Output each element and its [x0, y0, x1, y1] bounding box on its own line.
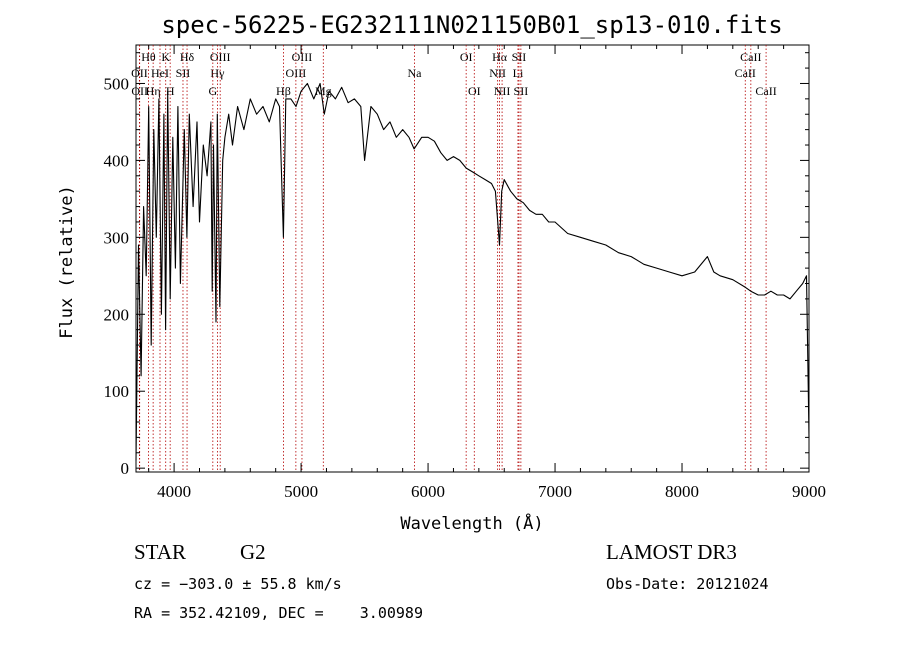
spectral-line-label: H	[166, 84, 175, 98]
spectral-line-label: Hα	[492, 50, 508, 64]
spectral-line-label: CaII	[755, 84, 776, 98]
spectral-line-label: OIII	[292, 50, 313, 64]
spectral-line-label: SII	[512, 50, 527, 64]
spectral-line-label: Hγ	[210, 66, 225, 80]
spectral-line-label: G	[208, 84, 217, 98]
observation-date: Obs-Date: 20121024	[606, 575, 769, 593]
spectrum-series	[135, 82, 810, 461]
redshift-value: cz = −303.0 ± 55.8 km/s	[134, 575, 342, 593]
spectral-line-label: OIII	[210, 50, 231, 64]
plot-border	[135, 44, 810, 473]
spectral-line-label: NII	[489, 66, 506, 80]
spectral-line-label: Hδ	[180, 50, 195, 64]
y-axis-ticks: 0 100 200 300 400 500	[104, 52, 809, 478]
x-tick-label: 9000	[792, 482, 826, 501]
spectral-line-label: Hη	[146, 84, 161, 98]
y-tick-label: 200	[104, 305, 130, 324]
spectral-line-label: OII	[131, 84, 148, 98]
spectral-line-label: Hθ	[141, 50, 156, 64]
spectral-line-label: Li	[513, 66, 524, 80]
spectral-line-label: OIII	[286, 66, 307, 80]
spectral-line-label: K	[161, 50, 170, 64]
survey-name: LAMOST DR3	[606, 540, 737, 564]
spectral-line-label: SII	[176, 66, 191, 80]
spectral-line-label: Mg	[315, 84, 332, 98]
plot-frame	[135, 44, 810, 473]
coordinates: RA = 352.42109, DEC = 3.00989	[134, 604, 423, 622]
spectral-line-label: CaII	[740, 50, 761, 64]
y-tick-label: 500	[104, 74, 130, 93]
x-tick-label: 7000	[538, 482, 572, 501]
object-class: STAR	[134, 540, 186, 564]
x-tick-label: 8000	[665, 482, 699, 501]
x-axis-label: Wavelength (Å)	[400, 512, 543, 534]
x-tick-label: 6000	[411, 482, 445, 501]
x-axis-ticks: 4000 5000 6000 7000 8000 9000	[148, 45, 826, 501]
spectral-line-label: HeI	[151, 66, 169, 80]
spectral-line-label: OI	[468, 84, 481, 98]
chart-title: spec-56225-EG232111N021150B01_sp13-010.f…	[161, 11, 782, 39]
y-tick-label: 100	[104, 382, 130, 401]
y-tick-label: 0	[121, 459, 130, 478]
spectral-line-label: Hβ	[276, 84, 291, 98]
y-tick-label: 400	[104, 151, 130, 170]
x-tick-label: 5000	[284, 482, 318, 501]
spectral-line-label: NII	[494, 84, 511, 98]
x-tick-label: 4000	[157, 482, 191, 501]
spectral-line-label: Na	[407, 66, 422, 80]
spectrum-line	[135, 82, 810, 461]
y-tick-label: 300	[104, 228, 130, 247]
spectral-line-label: OI	[460, 50, 473, 64]
spectral-line-label: SII	[514, 84, 529, 98]
spectral-line-label: CaII	[735, 66, 756, 80]
y-axis-label: Flux (relative)	[57, 185, 77, 339]
spectral-subclass: G2	[240, 540, 266, 564]
